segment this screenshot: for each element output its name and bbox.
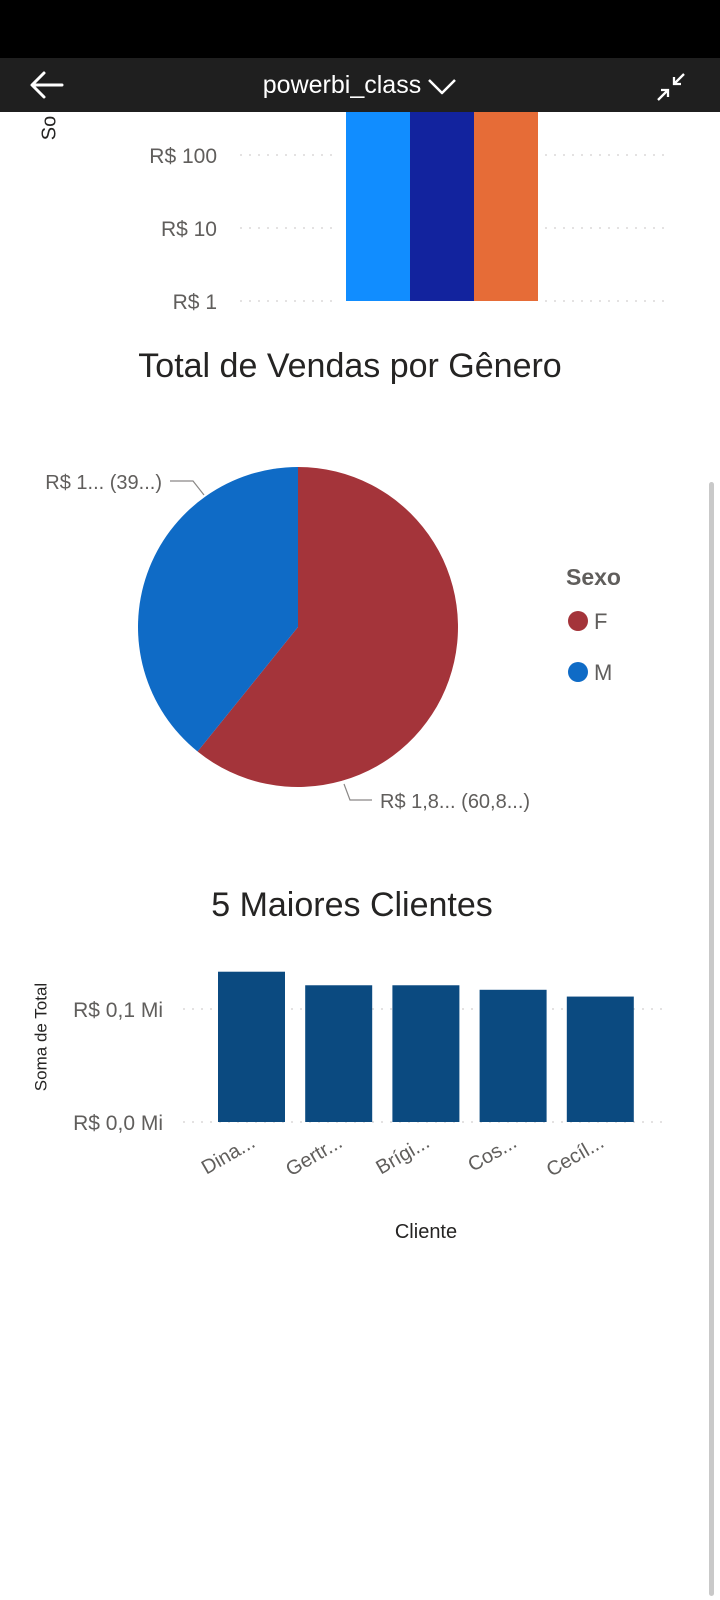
y-tick-label: R$ 0,1 Mi bbox=[73, 999, 163, 1022]
legend-label: F bbox=[594, 609, 607, 634]
pie-leader-line bbox=[343, 783, 372, 801]
pie-slice-m[interactable] bbox=[138, 467, 298, 752]
client-x-tick-label: Brígi... bbox=[372, 1131, 433, 1179]
pie-slice-f[interactable] bbox=[197, 467, 459, 787]
legend-label: M bbox=[594, 660, 612, 685]
pie-data-label-m: R$ 1... (39...) bbox=[45, 472, 162, 494]
pie-legend-title: Sexo bbox=[566, 564, 621, 590]
clients-x-axis-label: Cliente bbox=[395, 1221, 457, 1243]
pie-chart-title: Total de Vendas por Gênero bbox=[138, 347, 561, 385]
clients-y-axis-label: Soma de Total bbox=[31, 983, 50, 1091]
y-tick-label: R$ 1 bbox=[173, 291, 217, 314]
chart-top: So R$ 100 R$ 10 R$ 1 bbox=[38, 112, 668, 314]
status-bar bbox=[0, 0, 720, 58]
y-tick-label: R$ 10 bbox=[161, 218, 217, 241]
client-x-tick-label: Dina... bbox=[198, 1131, 259, 1179]
chart-top-bar[interactable] bbox=[410, 112, 474, 301]
client-bar[interactable] bbox=[305, 985, 373, 1122]
arrow-left-icon[interactable] bbox=[28, 70, 64, 100]
collapse-arrows-icon[interactable] bbox=[656, 72, 686, 102]
client-bar[interactable] bbox=[218, 971, 285, 1122]
client-bars bbox=[218, 971, 634, 1122]
chart-top-bar[interactable] bbox=[474, 112, 538, 301]
client-bar[interactable] bbox=[566, 996, 634, 1122]
report-visuals: So R$ 100 R$ 10 R$ 1 Total de Vendas por… bbox=[31, 112, 668, 1243]
client-x-tick-label: Cecíl... bbox=[543, 1131, 608, 1181]
client-x-tick-label: Gertr... bbox=[282, 1131, 346, 1181]
pie-data-label-f: R$ 1,8... (60,8...) bbox=[380, 791, 530, 813]
legend-marker bbox=[568, 662, 588, 682]
pie-leader-line bbox=[170, 480, 205, 496]
report-title-dropdown[interactable]: powerbi_class bbox=[0, 70, 720, 100]
legend-item-f[interactable]: F bbox=[568, 609, 607, 634]
pie-chart: Total de Vendas por Gênero R$ 1... (39..… bbox=[45, 347, 621, 813]
client-x-tick-label: Cos... bbox=[464, 1131, 520, 1176]
legend-item-m[interactable]: M bbox=[568, 660, 612, 685]
client-bar[interactable] bbox=[392, 985, 460, 1122]
chevron-down-icon bbox=[428, 79, 457, 95]
clients-chart-title: 5 Maiores Clientes bbox=[211, 886, 493, 924]
report-title: powerbi_class bbox=[262, 71, 422, 99]
client-x-ticks: Dina... Gertr... Brígi... Cos... Cecíl... bbox=[198, 1131, 608, 1181]
y-tick-label: R$ 0,0 Mi bbox=[73, 1112, 163, 1135]
scrollbar-thumb[interactable] bbox=[709, 482, 714, 1596]
chart-top-bar[interactable] bbox=[346, 112, 410, 301]
legend-marker bbox=[568, 611, 588, 631]
client-bar[interactable] bbox=[479, 989, 547, 1122]
app-header: powerbi_class bbox=[0, 58, 720, 112]
report-canvas: So R$ 100 R$ 10 R$ 1 Total de Vendas por… bbox=[0, 112, 720, 1600]
chart-top-ylabel: So bbox=[38, 116, 60, 140]
y-tick-label: R$ 100 bbox=[149, 145, 217, 168]
clients-bar-chart: 5 Maiores Clientes Soma de Total R$ 0,1 … bbox=[31, 886, 668, 1243]
pie-slices bbox=[138, 467, 459, 787]
